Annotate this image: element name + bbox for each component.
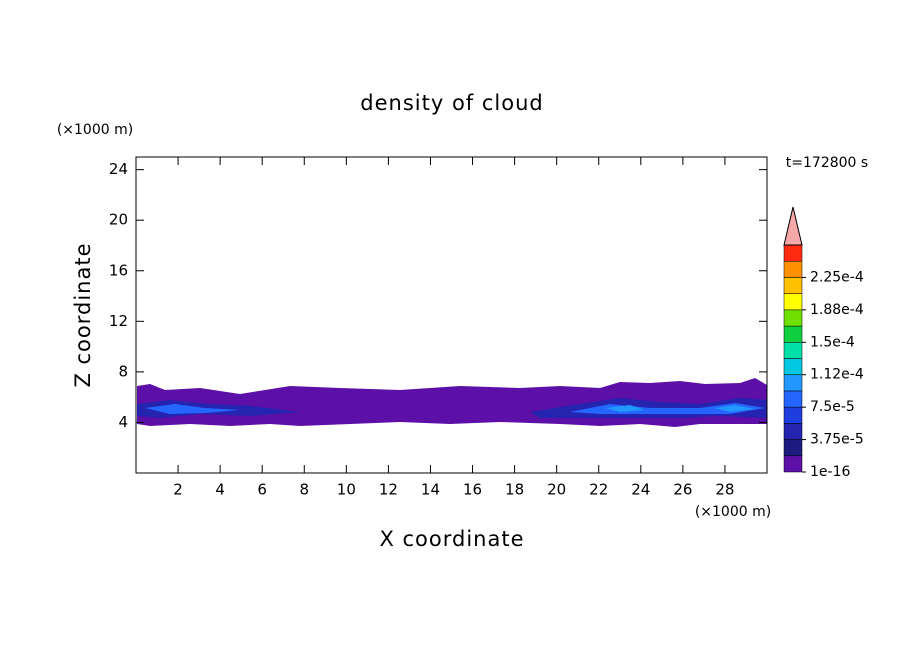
x-tick-label: 6: [257, 481, 267, 499]
x-tick-label: 20: [547, 481, 566, 499]
x-tick-label: 24: [631, 481, 650, 499]
plot-frame: [135, 156, 768, 474]
colorbar-box: [783, 390, 803, 408]
y-tick-label: 4: [118, 413, 128, 431]
y-tick-label: 24: [109, 160, 128, 178]
x-tick-label: 28: [715, 481, 734, 499]
colorbar-over-arrow: [783, 206, 803, 246]
colorbar-box: [783, 455, 803, 473]
colorbar-box: [783, 325, 803, 343]
x-tick-label: 26: [673, 481, 692, 499]
y-tick-label: 12: [109, 312, 128, 330]
x-tick-label: 8: [299, 481, 309, 499]
colorbar-tick-label: 7.5e-5: [810, 399, 855, 415]
colorbar-box: [783, 439, 803, 457]
colorbar-box: [783, 406, 803, 424]
x-tick-label: 2: [173, 481, 183, 499]
x-tick-label: 4: [215, 481, 225, 499]
colorbar-box: [783, 277, 803, 294]
y-tick-label: 16: [109, 261, 128, 279]
contour-field: [137, 378, 767, 427]
colorbar-box: [783, 423, 803, 440]
y-tick-label: 20: [109, 211, 128, 229]
colorbar-box: [783, 309, 803, 327]
y-unit: (×1000 m): [57, 122, 133, 138]
contour-fill: [137, 378, 767, 427]
y-axis-title: Z coordinate: [71, 242, 95, 387]
colorbar-box: [783, 260, 803, 278]
colorbar-box: [783, 374, 803, 392]
x-unit: (×1000 m): [695, 504, 771, 520]
colorbar-tick-label: 1.12e-4: [810, 367, 864, 383]
x-tick-label: 18: [505, 481, 524, 499]
x-tick-label: 16: [463, 481, 482, 499]
chart-title: density of cloud: [360, 91, 543, 115]
x-tick-label: 12: [379, 481, 398, 499]
colorbar-box: [783, 358, 803, 375]
contour-fill: [605, 405, 755, 412]
colorbar-box: [783, 342, 803, 359]
colorbar-tick-label: 1e-16: [810, 464, 850, 480]
x-axis-title: X coordinate: [379, 527, 524, 551]
x-tick-label: 14: [421, 481, 440, 499]
colorbar-tick-label: 3.75e-5: [810, 432, 864, 448]
time-label: t=172800 s: [786, 155, 868, 171]
colorbar-box: [783, 293, 803, 311]
contour-fill: [145, 404, 240, 414]
colorbar-tick-label: 1.88e-4: [810, 302, 864, 318]
x-tick-label: 10: [337, 481, 356, 499]
y-tick-label: 8: [118, 362, 128, 380]
colorbar-tick-label: 2.25e-4: [810, 269, 864, 285]
x-tick-label: 22: [589, 481, 608, 499]
colorbar-box: [783, 244, 803, 262]
colorbar-tick-label: 1.5e-4: [810, 334, 855, 350]
